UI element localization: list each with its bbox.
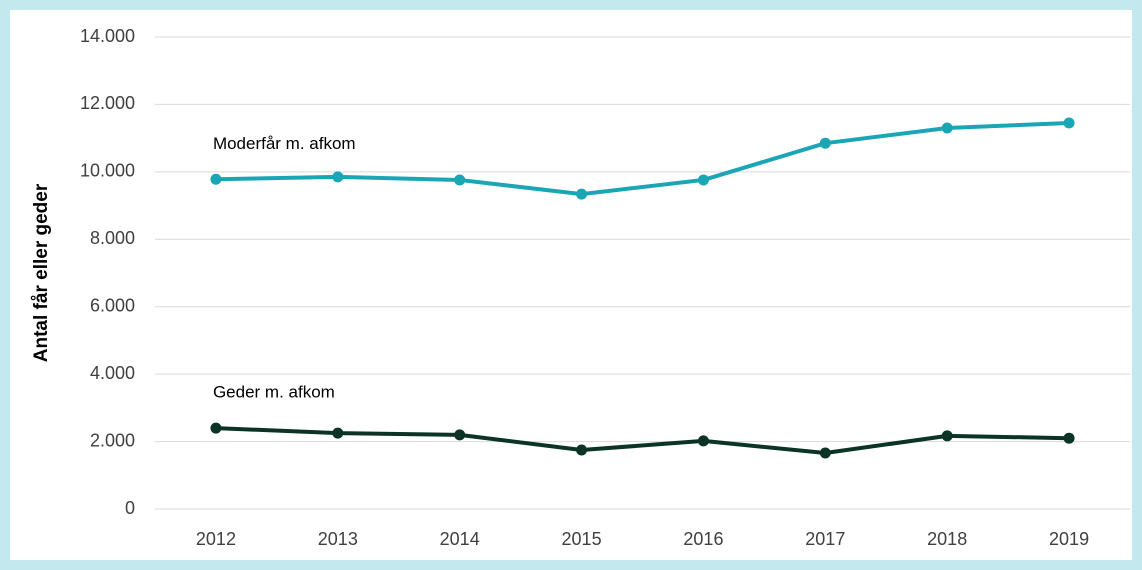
point [697,174,709,186]
y-tick-label: 2.000 [90,430,135,450]
point [210,173,222,185]
x-tick-label: 2013 [318,529,358,549]
y-tick-label: 14.000 [80,26,135,46]
point [576,188,588,200]
series-line [215,426,1070,456]
x-tick-label: 2017 [805,529,845,549]
point [332,427,344,439]
point [1063,432,1075,444]
point [576,444,588,456]
plot-panel [10,10,1132,560]
y-tick-label: 4.000 [90,363,135,383]
point [697,435,709,447]
y-tick-label: 6.000 [90,295,135,315]
x-tick-label: 2016 [683,529,723,549]
y-axis-label: Antal får eller geder [31,183,52,362]
point [454,174,466,186]
x-tick-label: 2012 [196,529,236,549]
x-tick-label: 2018 [927,529,967,549]
point [210,422,222,434]
y-tick-label: 12.000 [80,93,135,113]
series-line [215,120,1070,197]
point [1063,117,1075,129]
y-tick-label: 10.000 [80,161,135,181]
point [941,122,953,134]
y-tick-label: 8.000 [90,228,135,248]
x-tick-label: 2015 [562,529,602,549]
y-tick-label: 0 [125,498,135,518]
series-label: Moderfår m. afkom [213,134,356,153]
point [332,171,344,183]
x-tick-label: 2019 [1049,529,1089,549]
point [819,137,831,149]
series-label: Geder m. afkom [213,383,335,402]
x-tick-label: 2014 [440,529,480,549]
point [941,430,953,442]
point [819,447,831,459]
point [454,429,466,441]
